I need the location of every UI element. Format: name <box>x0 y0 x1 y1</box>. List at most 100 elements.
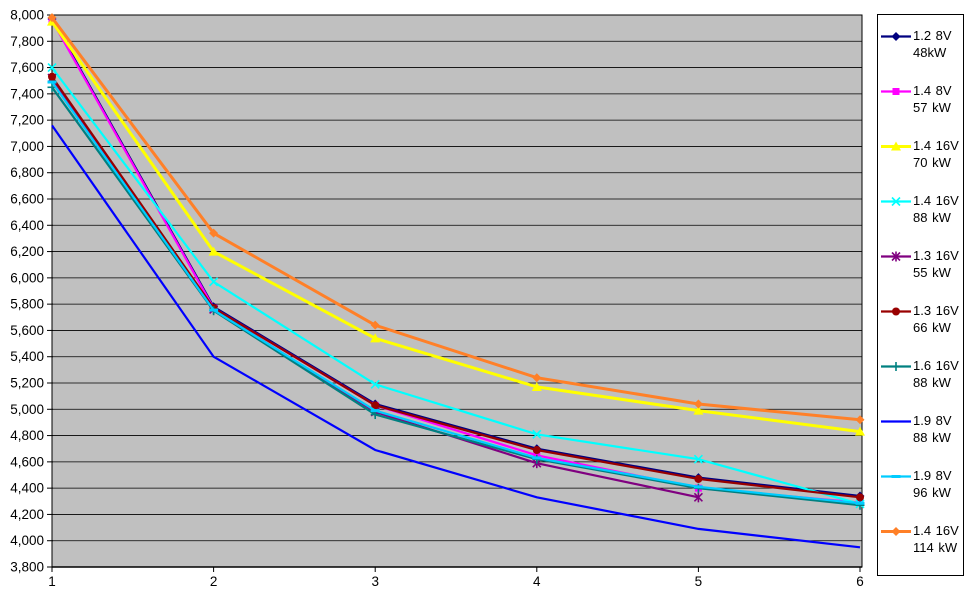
y-tick-label: 5,200 <box>10 376 44 391</box>
x-marker-icon <box>891 196 901 207</box>
diamond-marker-icon <box>891 32 901 41</box>
legend-label: 1.6 16V 88 kW <box>913 358 959 390</box>
x-marker-icon <box>209 277 219 287</box>
legend-label: 1.4 8V 57 kW <box>913 83 952 115</box>
series-line <box>50 16 861 422</box>
diamond-marker-icon <box>855 415 865 425</box>
legend-item[interactable]: 1.4 8V 57 kW <box>878 82 963 137</box>
legend-item[interactable]: 1.6 16V 88 kW <box>878 357 963 412</box>
diamond-marker-icon <box>891 527 901 536</box>
dash-marker-icon <box>891 475 901 478</box>
series-line <box>51 124 861 549</box>
asterisk-marker-icon <box>891 251 901 262</box>
legend-circle-sample-icon <box>881 307 911 316</box>
series-line <box>51 76 861 499</box>
y-tick-label: 5,600 <box>10 323 44 338</box>
triangle-marker-icon <box>693 405 704 415</box>
x-tick-label: 5 <box>695 574 703 589</box>
legend-item[interactable]: 1.3 16V 66 kW <box>878 302 963 357</box>
triangle-marker-icon <box>855 426 865 436</box>
x-marker-icon <box>693 454 703 464</box>
legend-label: 1.4 16V 114 kW <box>913 523 959 555</box>
square-marker-icon <box>892 88 900 95</box>
series-line <box>51 66 861 505</box>
y-tick-label: 5,400 <box>10 349 44 364</box>
legend-diamond-sample-icon <box>881 32 911 41</box>
y-tick-label: 7,600 <box>10 60 44 75</box>
dash-marker-icon <box>209 308 219 312</box>
circle-marker-icon <box>856 493 864 502</box>
y-tick-label: 4,800 <box>10 428 44 443</box>
y-tick-label: 4,400 <box>10 481 44 496</box>
legend-diamond-sample-icon <box>881 527 911 536</box>
dash-marker-icon <box>693 485 703 489</box>
circle-marker-icon <box>694 474 703 483</box>
triangle-marker-icon <box>370 333 381 343</box>
legend-label: 1.2 8V 48kW <box>913 28 952 60</box>
legend-item[interactable]: 1.3 16V 55 kW <box>878 247 963 302</box>
legend-x-sample-icon <box>881 196 911 207</box>
dash-marker-icon <box>370 409 380 413</box>
y-tick-label: 5,000 <box>10 402 44 417</box>
circle-marker-icon <box>532 446 541 455</box>
asterisk-marker-icon <box>693 492 703 503</box>
diamond-marker-icon <box>370 320 380 330</box>
legend-asterisk-sample-icon <box>881 251 911 262</box>
legend-label: 1.9 8V 88 kW <box>913 413 952 445</box>
diamond-marker-icon <box>209 228 219 238</box>
diamond-marker-icon <box>47 13 57 23</box>
y-tick-label: 7,800 <box>10 34 44 49</box>
legend-square-sample-icon <box>881 88 911 95</box>
y-tick-label: 6,200 <box>10 244 44 259</box>
series-line <box>51 81 861 505</box>
legend-item[interactable]: 1.4 16V 114 kW <box>878 522 963 577</box>
legend-label: 1.9 8V 96 kW <box>913 468 952 500</box>
y-tick-label: 7,400 <box>10 86 44 101</box>
y-tick-label: 6,400 <box>10 218 44 233</box>
x-tick-label: 2 <box>210 574 218 589</box>
legend-label: 1.4 16V 70 kW <box>913 138 959 170</box>
y-tick-label: 4,600 <box>10 454 44 469</box>
y-tick-label: 7,200 <box>10 113 44 128</box>
y-tick-label: 6,600 <box>10 192 44 207</box>
circle-marker-icon <box>371 401 380 410</box>
legend-item[interactable]: 1.2 8V 48kW <box>878 27 963 82</box>
y-tick-label: 6,000 <box>10 270 44 285</box>
diamond-marker-icon <box>532 373 542 383</box>
x-tick-label: 4 <box>533 574 541 589</box>
x-tick-label: 3 <box>371 574 379 589</box>
x-marker-icon <box>532 429 542 439</box>
y-tick-label: 6,800 <box>10 165 44 180</box>
x-tick-label: 6 <box>856 574 864 589</box>
y-tick-label: 8,000 <box>10 8 44 23</box>
triangle-marker-icon <box>891 141 901 151</box>
legend-plus-sample-icon <box>881 362 911 371</box>
y-tick-label: 4,200 <box>10 507 44 522</box>
dash-marker-icon <box>47 80 57 84</box>
legend-label: 1.3 16V 55 kW <box>913 248 959 280</box>
x-marker-icon <box>370 379 380 389</box>
x-marker-icon <box>47 63 57 73</box>
diamond-marker-icon <box>693 399 703 409</box>
legend-triangle-sample-icon <box>881 141 911 151</box>
circle-marker-icon <box>48 72 56 81</box>
y-tick-label: 3,800 <box>10 560 44 575</box>
legend-label: 1.4 16V 88 kW <box>913 193 959 225</box>
circle-marker-icon <box>892 307 900 316</box>
series-line <box>50 20 861 434</box>
legend-item[interactable]: 1.4 16V 70 kW <box>878 137 963 192</box>
legend-item[interactable]: 1.9 8V 96 kW <box>878 467 963 522</box>
x-tick-label: 1 <box>48 574 56 589</box>
legend: 1.2 8V 48kW 1.4 8V 57 kW 1.4 16V 70 kW 1.4 … <box>877 14 964 576</box>
legend-item[interactable]: 1.9 8V 88 kW <box>878 412 963 467</box>
y-tick-label: 4,000 <box>10 533 44 548</box>
y-tick-label: 7,000 <box>10 139 44 154</box>
triangle-marker-icon <box>531 381 542 391</box>
legend-item[interactable]: 1.4 16V 88 kW <box>878 192 963 247</box>
legend-label: 1.3 16V 66 kW <box>913 303 959 335</box>
y-tick-label: 5,800 <box>10 297 44 312</box>
legend-dash-sample-icon <box>881 475 911 478</box>
triangle-marker-icon <box>208 246 219 256</box>
